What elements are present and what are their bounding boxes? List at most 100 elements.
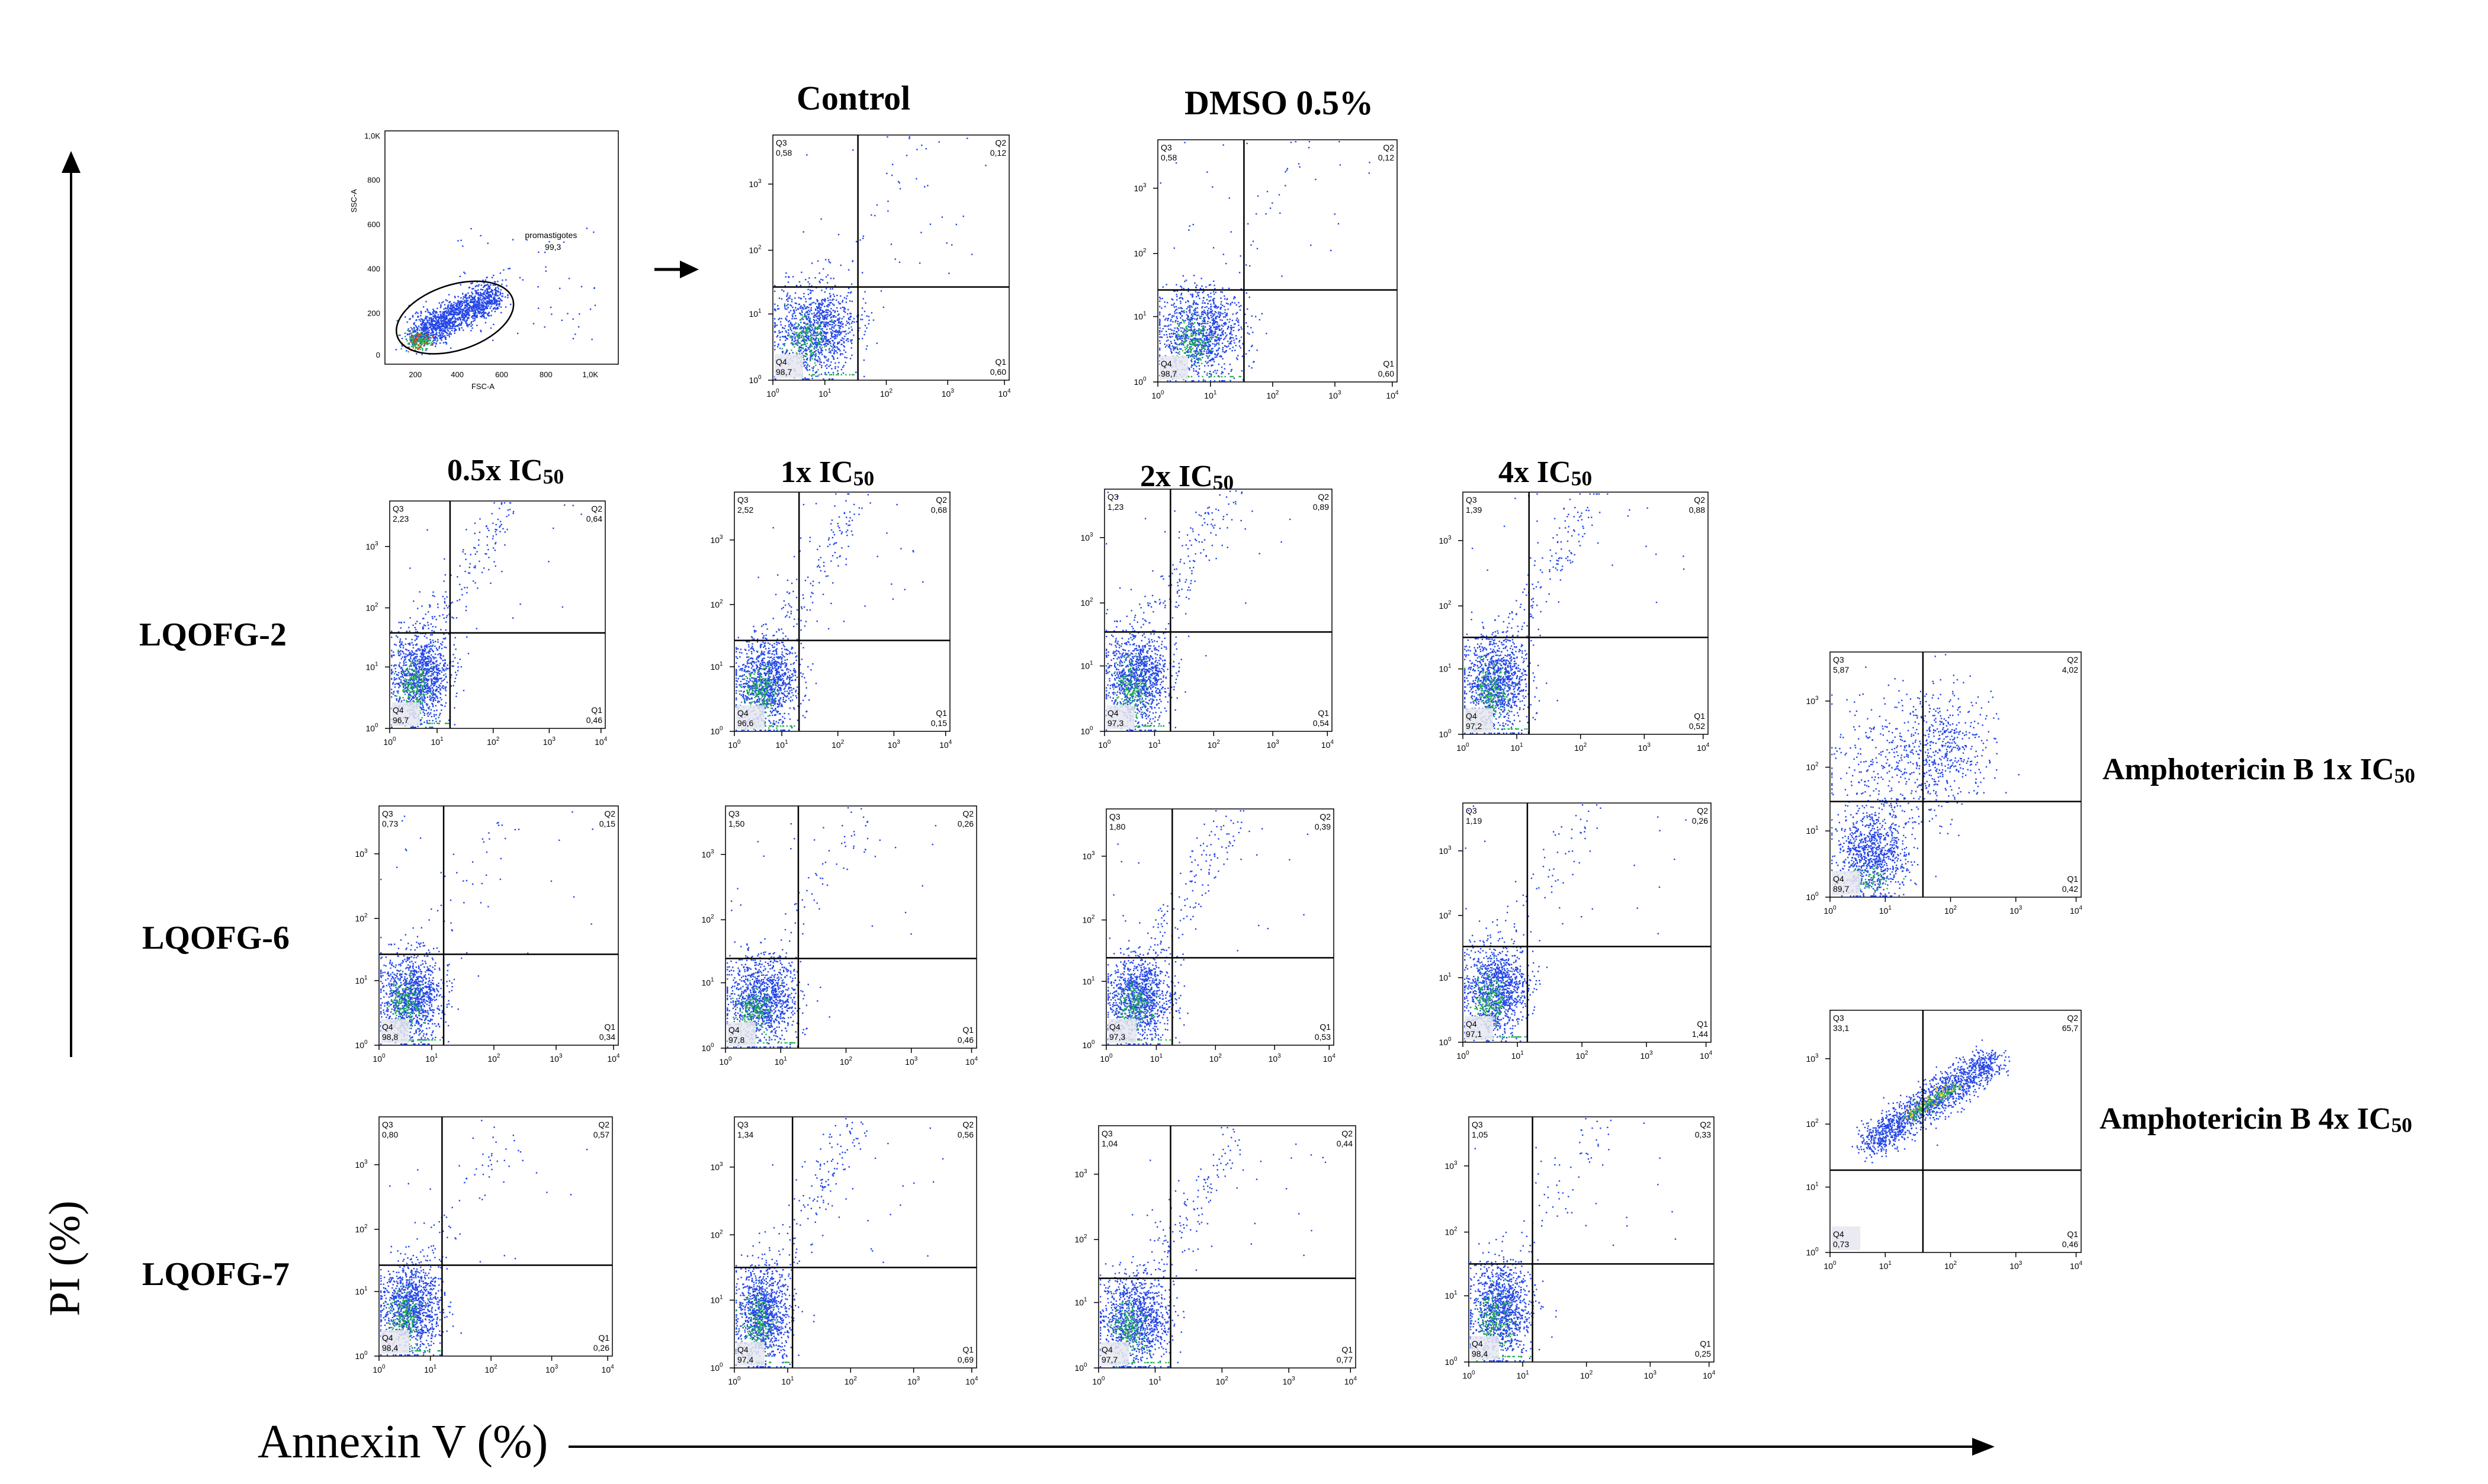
event-dot: [433, 324, 435, 326]
event-dot: [446, 300, 448, 302]
event-dot: [458, 313, 460, 315]
event-dot: [473, 312, 474, 314]
event-dot: [413, 323, 415, 325]
event-dot: [484, 294, 487, 296]
event-dot: [460, 302, 463, 304]
event-dot: [816, 313, 818, 315]
event-dot: [500, 311, 502, 314]
event-dot: [1188, 319, 1190, 321]
event-dot: [1221, 367, 1223, 368]
event-dot: [1234, 349, 1236, 351]
event-dot: [1198, 341, 1200, 343]
event-dot: [834, 311, 836, 313]
event-dot: [445, 338, 447, 340]
y-tick-label: 102: [1134, 248, 1147, 258]
event-dot: [1177, 333, 1179, 335]
event-dot: [424, 645, 426, 647]
event-dot: [545, 270, 547, 272]
event-dot: [1189, 305, 1190, 307]
event-dot: [476, 304, 478, 306]
event-dot: [802, 336, 805, 338]
event-dot: [409, 668, 411, 670]
event-dot: [438, 672, 439, 674]
event-dot: [425, 329, 427, 332]
event-dot: [432, 669, 435, 671]
event-dot: [499, 303, 500, 304]
event-dot: [1208, 300, 1210, 302]
event-dot: [430, 699, 432, 701]
event-dot: [494, 284, 496, 286]
event-dot: [1186, 345, 1188, 347]
event-dot: [477, 300, 479, 302]
event-dot: [1222, 313, 1224, 314]
event-dot: [806, 310, 808, 313]
event-dot: [1177, 320, 1179, 322]
event-dot: [434, 714, 435, 715]
event-dot: [832, 326, 833, 328]
event-dot: [808, 317, 810, 319]
event-dot: [874, 214, 876, 217]
event-dot: [1190, 366, 1192, 368]
event-dot: [809, 335, 811, 338]
event-dot: [802, 343, 804, 345]
event-dot: [805, 345, 807, 347]
event-dot: [402, 670, 403, 672]
event-dot: [1245, 264, 1247, 266]
event-dot: [433, 310, 435, 311]
event-dot: [439, 320, 442, 322]
event-dot: [1207, 346, 1209, 348]
event-dot: [1211, 332, 1213, 335]
event-dot: [1228, 197, 1230, 199]
event-dot: [426, 644, 428, 646]
event-dot: [1188, 323, 1190, 325]
event-dot: [1209, 328, 1211, 330]
event-dot: [494, 300, 496, 302]
event-dot: [838, 342, 840, 344]
event-dot: [454, 320, 455, 323]
event-dot: [1214, 336, 1216, 338]
event-dot: [805, 333, 808, 335]
event-dot: [1207, 340, 1209, 342]
event-dot: [836, 331, 837, 333]
event-dot: [1203, 319, 1206, 320]
event-dot: [810, 340, 813, 342]
event-dot: [439, 654, 442, 657]
event-dot: [414, 349, 416, 351]
event-dot: [1188, 336, 1190, 338]
event-dot: [1218, 363, 1220, 365]
event-dot: [824, 306, 826, 307]
event-dot: [446, 313, 448, 314]
event-dot: [423, 697, 425, 699]
event-dot: [1209, 332, 1211, 333]
event-dot: [403, 674, 406, 676]
event-dot: [466, 298, 467, 300]
event-dot: [826, 342, 828, 344]
event-dot: [1231, 328, 1232, 330]
event-dot: [1195, 314, 1197, 316]
event-dot: [411, 335, 413, 337]
event-dot: [778, 308, 780, 310]
event-dot: [394, 679, 396, 680]
event-dot: [1176, 335, 1178, 336]
event-dot: [781, 289, 783, 291]
event-dot: [466, 297, 468, 299]
event-dot: [491, 310, 493, 312]
event-dot: [1210, 334, 1212, 336]
event-dot: [839, 317, 841, 319]
event-dot: [414, 337, 416, 339]
event-dot: [472, 307, 474, 309]
event-dot: [423, 324, 425, 326]
event-dot: [1190, 326, 1192, 328]
event-dot: [455, 329, 457, 331]
event-dot: [464, 301, 466, 303]
event-dot: [1196, 339, 1198, 342]
event-dot: [448, 324, 450, 326]
event-dot: [441, 317, 443, 320]
event-dot: [1203, 371, 1206, 373]
event-dot: [1214, 356, 1216, 358]
event-dot: [423, 342, 426, 344]
event-dot: [481, 308, 483, 310]
event-dot: [448, 311, 450, 314]
event-dot: [439, 307, 442, 309]
event-dot: [487, 305, 490, 307]
